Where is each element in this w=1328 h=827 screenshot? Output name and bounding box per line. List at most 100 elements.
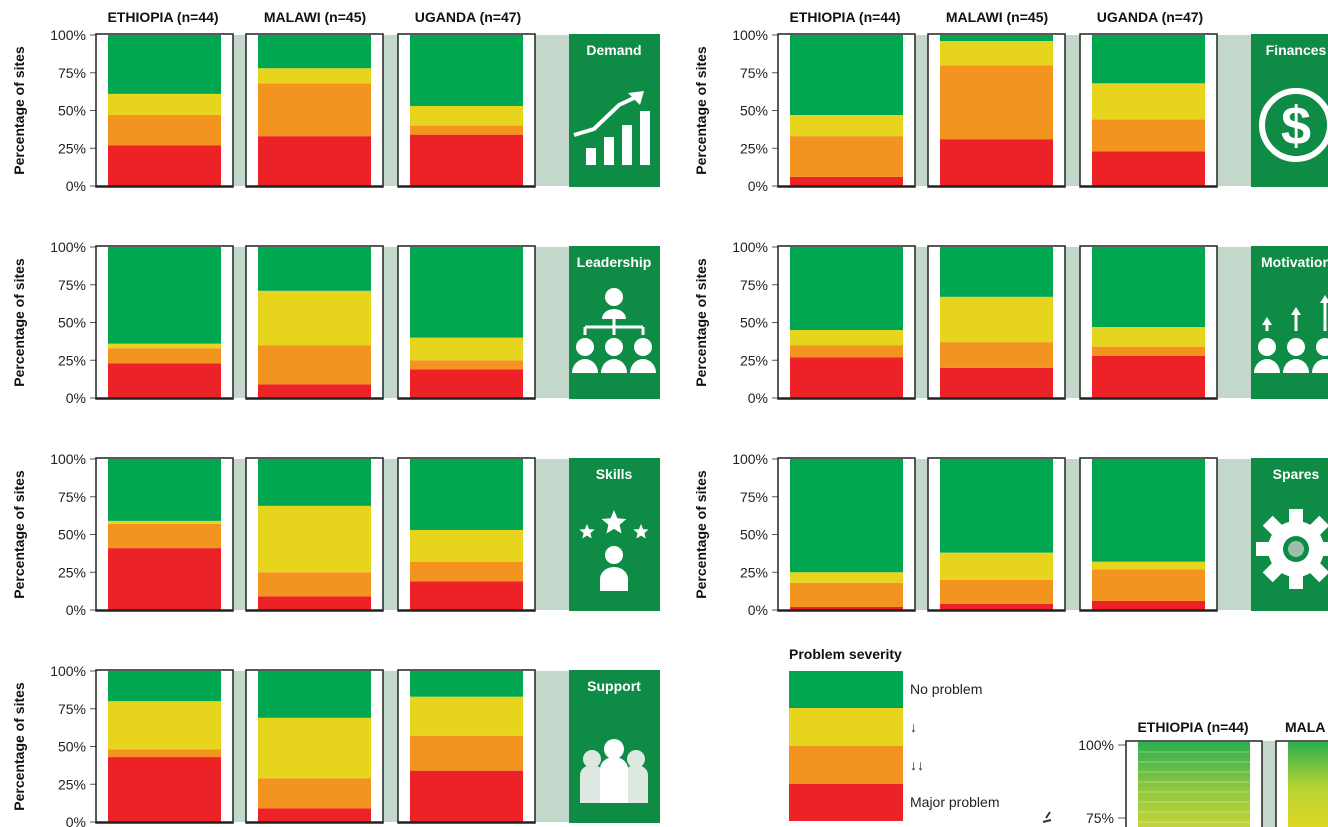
gear-tooth-0 bbox=[1322, 542, 1328, 556]
bar-segment-noproblem-1 bbox=[258, 35, 371, 69]
bar-segment--1 bbox=[258, 290, 371, 346]
y-tick-label: 100% bbox=[50, 239, 86, 255]
y-tick-label: 50% bbox=[740, 527, 768, 543]
partial-chart: ETHIOPIA (n=44) MALA 100% 75% bbox=[1042, 719, 1328, 827]
chart-panel-motivation: 100% 75% 50% 25% 0% Percentage of sites Motiva… bbox=[693, 239, 1328, 406]
org-body-0 bbox=[572, 359, 598, 373]
bar-segment-noproblem-0 bbox=[790, 459, 903, 573]
y-tick-label: 50% bbox=[58, 527, 86, 543]
bar-segment--2 bbox=[1092, 346, 1205, 356]
bar-segment--2 bbox=[1092, 327, 1205, 347]
person-body-2 bbox=[1312, 359, 1328, 373]
y-axis-label: Percentage of sites bbox=[11, 682, 27, 811]
y-tick-label: 25% bbox=[740, 564, 768, 580]
bar-segment-noproblem-0 bbox=[108, 671, 221, 702]
y-tick-label: 25% bbox=[58, 776, 86, 792]
y-tick-label: 0% bbox=[66, 814, 86, 827]
bar-segment--0 bbox=[108, 701, 221, 750]
y-tick-label: 100% bbox=[50, 451, 86, 467]
y-tick-label: 100% bbox=[732, 239, 768, 255]
bar-segment--1 bbox=[258, 83, 371, 137]
bar-segment-majorproblem-2 bbox=[1092, 151, 1205, 186]
y-tick-label: 75% bbox=[740, 65, 768, 81]
person-head bbox=[605, 546, 623, 564]
bar-segment-noproblem-1 bbox=[258, 671, 371, 718]
bar-segment-majorproblem-2 bbox=[410, 134, 523, 186]
bar-segment-majorproblem-0 bbox=[108, 757, 221, 822]
column-header-5: UGANDA (n=47) bbox=[1097, 9, 1203, 25]
panel-title: Support bbox=[587, 678, 641, 694]
bar-segment--0 bbox=[108, 348, 221, 364]
y-tick-label: 25% bbox=[58, 140, 86, 156]
bar-segment-majorproblem-0 bbox=[790, 176, 903, 186]
y-tick-label: 50% bbox=[740, 315, 768, 331]
legend-label-major: Major problem bbox=[910, 794, 999, 810]
bar-segment--0 bbox=[790, 345, 903, 358]
y-tick-label: 75% bbox=[740, 489, 768, 505]
bar-segment--1 bbox=[258, 68, 371, 84]
y-tick-label: 0% bbox=[748, 390, 768, 406]
y-tick-label: 0% bbox=[66, 178, 86, 194]
bar-segment-noproblem-2 bbox=[410, 459, 523, 530]
bar-segment-majorproblem-1 bbox=[940, 139, 1053, 186]
bar-segment--1 bbox=[940, 296, 1053, 343]
legend-swatch-no-problem bbox=[789, 671, 903, 708]
org-body-top bbox=[602, 309, 626, 319]
y-tick-label: 100% bbox=[732, 451, 768, 467]
bar-segment--1 bbox=[258, 505, 371, 573]
bar-segment--1 bbox=[940, 65, 1053, 140]
panel-title: Skills bbox=[596, 466, 633, 482]
bar-segment--2 bbox=[410, 105, 523, 126]
bar-segment--0 bbox=[108, 523, 221, 549]
bar-segment--1 bbox=[940, 342, 1053, 368]
growth-bar-2 bbox=[622, 125, 632, 165]
bar-segment-noproblem-0 bbox=[790, 247, 903, 331]
bar-segment--1 bbox=[258, 345, 371, 385]
group-head-right bbox=[627, 750, 645, 768]
group-head-left bbox=[583, 750, 601, 768]
bar-segment-majorproblem-1 bbox=[258, 384, 371, 398]
y-tick-label: 75% bbox=[58, 277, 86, 293]
y-tick-label: 75% bbox=[58, 65, 86, 81]
y-tick-label: 75% bbox=[740, 277, 768, 293]
arrow-head-0 bbox=[1262, 317, 1272, 325]
y-axis-label: Percentage of sites bbox=[11, 258, 27, 387]
bar-segment-majorproblem-2 bbox=[410, 369, 523, 398]
bar-segment--2 bbox=[410, 561, 523, 582]
bar-segment-majorproblem-0 bbox=[108, 145, 221, 186]
legend-label-moderate: ↓↓ bbox=[910, 757, 924, 773]
bar-segment-noproblem-2 bbox=[1092, 35, 1205, 84]
star-left bbox=[579, 524, 595, 539]
bar-segment--2 bbox=[1092, 83, 1205, 120]
growth-arrow-line bbox=[573, 95, 637, 137]
bar-segment--0 bbox=[790, 115, 903, 137]
y-tick-label: 50% bbox=[58, 103, 86, 119]
bar-segment--2 bbox=[410, 735, 523, 771]
legend-swatch-moderate bbox=[789, 746, 903, 784]
y-tick-label: 25% bbox=[58, 564, 86, 580]
bar-segment-noproblem-1 bbox=[940, 247, 1053, 297]
bar-segment--0 bbox=[108, 749, 221, 758]
y-tick-label: 0% bbox=[748, 178, 768, 194]
org-head-top bbox=[605, 288, 623, 306]
gear-tooth-4 bbox=[1256, 542, 1270, 556]
bar-segment-majorproblem-1 bbox=[258, 596, 371, 610]
bar-segment--2 bbox=[410, 360, 523, 370]
bar-segment--2 bbox=[410, 125, 523, 135]
legend: Problem severity No problem ↓ ↓↓ Major p… bbox=[789, 646, 999, 821]
bar-segment--1 bbox=[940, 552, 1053, 580]
legend-label-no-problem: No problem bbox=[910, 681, 982, 697]
bar-segment-noproblem-1 bbox=[258, 459, 371, 506]
bar-segment-majorproblem-0 bbox=[108, 548, 221, 610]
bar-segment-majorproblem-2 bbox=[1092, 600, 1205, 610]
y-axis-label: Percentage of sites bbox=[11, 470, 27, 599]
chart-panel-demand: 100% 75% 50% 25% 0% Percentage of sites Demand bbox=[11, 27, 660, 194]
bar-segment-majorproblem-2 bbox=[1092, 355, 1205, 398]
legend-title: Problem severity bbox=[789, 646, 902, 662]
y-tick-label: 25% bbox=[740, 352, 768, 368]
bar-segment--2 bbox=[1092, 561, 1205, 570]
partial-column-header-0: ETHIOPIA (n=44) bbox=[1137, 719, 1248, 735]
partial-y-tick-75: 75% bbox=[1086, 810, 1114, 826]
bar-segment-majorproblem-0 bbox=[108, 363, 221, 398]
group-body-left bbox=[580, 765, 604, 803]
